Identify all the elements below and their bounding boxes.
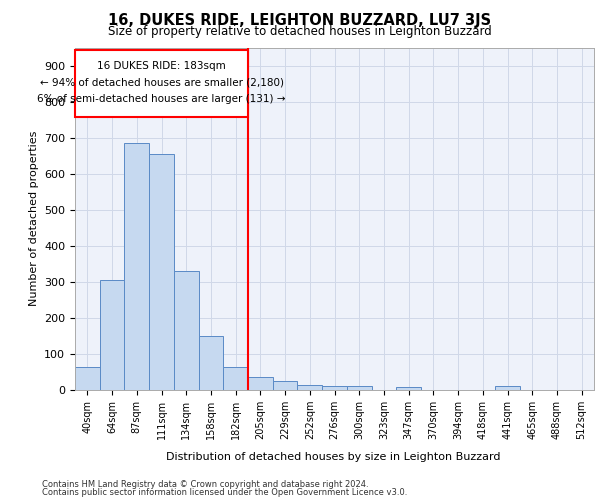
Bar [174,271,199,390]
Bar [347,386,371,390]
Text: Distribution of detached houses by size in Leighton Buzzard: Distribution of detached houses by size … [166,452,500,462]
Bar [75,366,100,390]
Bar [322,386,347,390]
Bar [199,336,223,390]
Text: Contains public sector information licensed under the Open Government Licence v3: Contains public sector information licen… [42,488,407,497]
Bar [248,378,273,390]
Bar [298,384,322,390]
Text: 6% of semi-detached houses are larger (131) →: 6% of semi-detached houses are larger (1… [37,94,286,104]
Bar [124,143,149,390]
Bar [100,280,124,390]
Bar [223,366,248,390]
FancyBboxPatch shape [75,50,248,116]
Bar [149,154,174,390]
Text: Contains HM Land Registry data © Crown copyright and database right 2024.: Contains HM Land Registry data © Crown c… [42,480,368,489]
Bar [273,381,298,390]
Bar [396,387,421,390]
Text: 16, DUKES RIDE, LEIGHTON BUZZARD, LU7 3JS: 16, DUKES RIDE, LEIGHTON BUZZARD, LU7 3J… [109,12,491,28]
Text: ← 94% of detached houses are smaller (2,180): ← 94% of detached houses are smaller (2,… [40,78,284,88]
Bar [495,386,520,390]
Text: Size of property relative to detached houses in Leighton Buzzard: Size of property relative to detached ho… [108,25,492,38]
Text: 16 DUKES RIDE: 183sqm: 16 DUKES RIDE: 183sqm [97,61,226,71]
Y-axis label: Number of detached properties: Number of detached properties [29,131,38,306]
